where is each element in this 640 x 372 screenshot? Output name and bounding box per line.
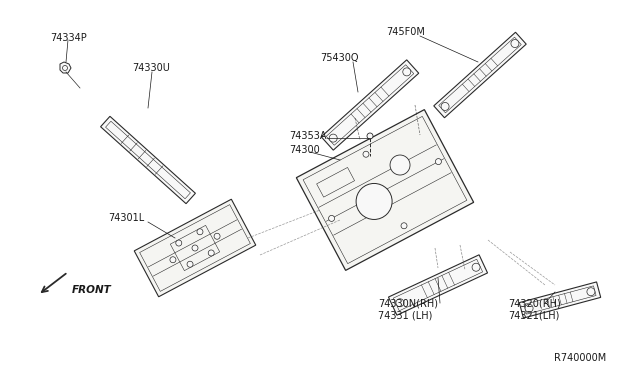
Circle shape [441, 102, 449, 110]
Text: 74334P: 74334P [50, 33, 87, 43]
Circle shape [363, 151, 369, 157]
Polygon shape [434, 32, 526, 118]
Circle shape [403, 68, 411, 76]
Text: 745F0M: 745F0M [386, 27, 425, 37]
Circle shape [525, 304, 533, 312]
Text: 74330U: 74330U [132, 63, 170, 73]
Circle shape [511, 39, 519, 48]
Circle shape [401, 223, 407, 229]
Text: R740000M: R740000M [554, 353, 606, 363]
Circle shape [356, 183, 392, 219]
Circle shape [187, 261, 193, 267]
Text: 74321(LH): 74321(LH) [508, 310, 559, 320]
Circle shape [328, 215, 335, 221]
Circle shape [329, 134, 337, 142]
Text: 74300: 74300 [289, 145, 320, 155]
Circle shape [208, 250, 214, 256]
Polygon shape [321, 60, 419, 150]
Text: 74301L: 74301L [108, 213, 144, 223]
Circle shape [587, 288, 595, 296]
Polygon shape [519, 282, 601, 318]
Circle shape [63, 65, 67, 71]
Polygon shape [100, 116, 195, 204]
Circle shape [390, 155, 410, 175]
Circle shape [367, 133, 373, 139]
Circle shape [214, 233, 220, 239]
Circle shape [396, 299, 404, 307]
Polygon shape [296, 110, 474, 270]
Text: FRONT: FRONT [72, 285, 112, 295]
Circle shape [176, 240, 182, 246]
Circle shape [170, 257, 176, 263]
Polygon shape [60, 62, 71, 73]
Text: 74320(RH): 74320(RH) [508, 298, 561, 308]
Polygon shape [388, 255, 488, 315]
Circle shape [192, 245, 198, 251]
Polygon shape [134, 199, 256, 297]
Text: 74330N(RH): 74330N(RH) [378, 298, 438, 308]
Text: 74331 (LH): 74331 (LH) [378, 310, 433, 320]
Text: 74353A: 74353A [289, 131, 326, 141]
Text: 75430Q: 75430Q [320, 53, 358, 63]
Circle shape [435, 158, 442, 164]
Circle shape [472, 263, 480, 271]
Circle shape [197, 229, 203, 235]
